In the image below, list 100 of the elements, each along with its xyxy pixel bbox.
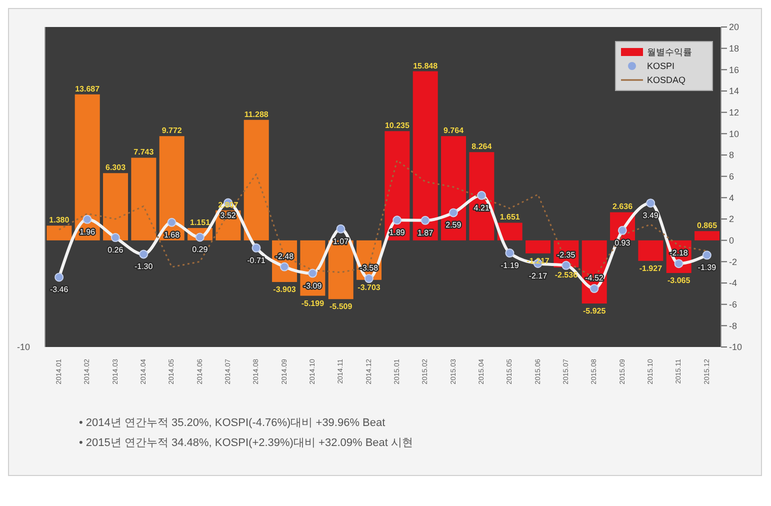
point (702, 250, 712, 260)
point (590, 284, 599, 294)
y-tick-label: -6 (729, 300, 738, 310)
data-label: 2.59 (446, 220, 462, 230)
y-tick-label: 20 (729, 22, 740, 32)
point (505, 248, 514, 258)
legend-label: KOSPI (647, 61, 675, 71)
data-label: -1.30 (134, 262, 154, 272)
data-label: 1.151 (190, 218, 211, 228)
data-label: -1.217 (526, 256, 550, 266)
bar (526, 240, 551, 254)
data-label: -1.39 (698, 263, 717, 272)
point (477, 190, 486, 200)
bar (638, 240, 664, 261)
point (336, 224, 346, 234)
legend-label: 월별수익률 (647, 46, 692, 58)
y-tick-label: 18 (729, 44, 740, 54)
data-label: 3.52 (220, 210, 236, 220)
bar (103, 173, 128, 240)
bar (412, 71, 438, 240)
point (167, 218, 176, 227)
bar (244, 120, 269, 240)
data-label: 13.687 (75, 84, 100, 94)
data-label: 1.87 (417, 228, 434, 238)
data-label: -3.46 (50, 285, 69, 294)
data-label: 2.807 (218, 200, 239, 210)
data-label: 2.636 (612, 202, 634, 212)
bar (497, 222, 522, 240)
point (562, 260, 571, 270)
data-label: 6.303 (106, 163, 126, 172)
bar (441, 136, 466, 240)
y-tick-label: -4 (729, 278, 738, 288)
data-label: -5.509 (330, 302, 353, 312)
data-label: -0.71 (247, 256, 266, 265)
data-label: -1.927 (639, 264, 663, 273)
bar (694, 231, 720, 240)
data-label: 1.89 (389, 228, 406, 238)
y-tick-label: 16 (729, 64, 740, 75)
y-tick-label: -2 (729, 256, 738, 267)
data-label: 1.380 (49, 216, 70, 225)
point (646, 198, 656, 208)
data-label: 9.772 (162, 126, 182, 136)
data-label: 9.764 (444, 126, 464, 136)
data-label: 1.68 (164, 230, 180, 240)
data-label: 10.235 (384, 121, 410, 130)
y-tick-label: -10 (729, 342, 742, 352)
point (82, 214, 92, 224)
data-label: -2.48 (275, 252, 294, 261)
bar (74, 94, 100, 240)
bar (328, 240, 354, 300)
data-label: 4.21 (474, 203, 490, 212)
point (308, 268, 318, 278)
point (674, 259, 684, 268)
data-label: 0.26 (108, 246, 124, 255)
data-label: -3.703 (358, 282, 381, 292)
y-tick-label: 12 (729, 108, 740, 118)
point (364, 274, 374, 284)
y-tick-label: -8 (729, 320, 738, 331)
data-label: -3.09 (303, 281, 322, 290)
point (252, 243, 261, 252)
text: -10 (17, 341, 30, 354)
bar (159, 136, 184, 240)
data-label: 11.288 (244, 110, 269, 119)
y-tick-label: 10 (729, 128, 740, 139)
text: • 2015년 연간누적 34.48%, KOSPI(+2.39%)대비 +32.09% Beat 시현 (79, 436, 414, 451)
y-tick-label: 6 (729, 172, 734, 182)
data-label: 0.29 (192, 245, 208, 254)
bar (384, 131, 410, 240)
y-tick-label: 8 (729, 150, 734, 160)
point (54, 272, 64, 282)
bar (131, 158, 156, 240)
point (420, 216, 430, 225)
data-label: -1.19 (500, 261, 520, 270)
data-label: -2.536 (554, 270, 578, 280)
point (448, 208, 458, 218)
data-label: -5.925 (583, 306, 606, 316)
data-label: 1.96 (79, 227, 96, 236)
point (139, 250, 148, 259)
data-label: 3.49 (642, 211, 659, 220)
data-label: -3.903 (273, 284, 296, 294)
y-tick-label: 4 (729, 192, 734, 203)
data-label: 15.848 (413, 61, 438, 70)
y-tick-label: 14 (729, 86, 740, 96)
data-label: -5.199 (301, 298, 325, 308)
bar (469, 152, 494, 240)
y-tick-label: 2 (729, 214, 734, 224)
legend-label: KOSDAQ (647, 75, 686, 85)
point (280, 262, 289, 272)
point (110, 233, 120, 242)
text: • 2014년 연간누적 35.20%, KOSPI(-4.76%)대비 +39.96% Beat (79, 416, 386, 431)
data-label: 8.264 (472, 142, 492, 152)
point (392, 216, 402, 225)
data-label: -2.35 (556, 250, 576, 260)
data-label: 1.651 (500, 212, 520, 222)
data-label: -3.065 (668, 276, 691, 286)
data-label: -2.17 (528, 271, 548, 280)
data-label: 0.865 (697, 221, 718, 230)
bar (46, 226, 72, 240)
data-label: 7.743 (134, 148, 154, 157)
y-tick-label: 0 (729, 236, 734, 246)
